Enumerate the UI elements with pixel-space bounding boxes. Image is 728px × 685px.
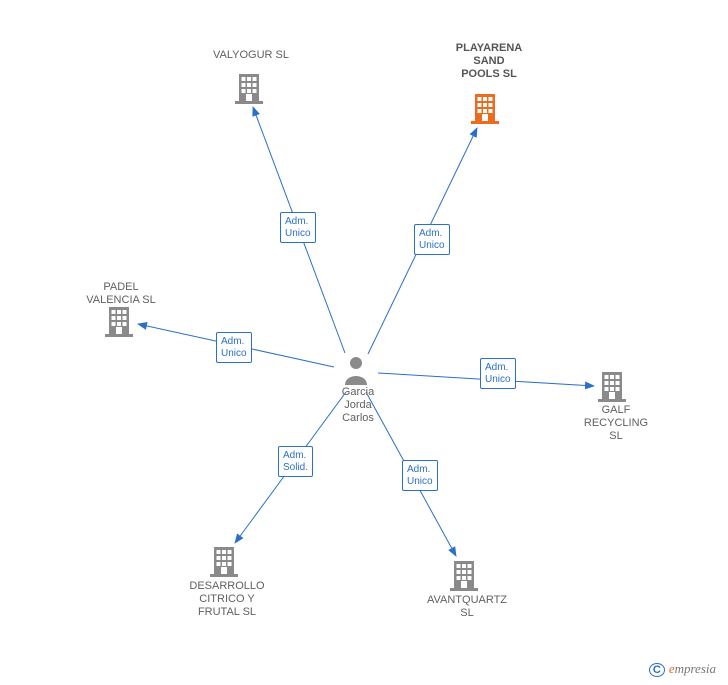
company-node-label[interactable]: DESARROLLO CITRICO Y FRUTAL SL: [184, 580, 270, 620]
copyright-symbol: C: [649, 663, 665, 677]
company-node-icon[interactable]: [598, 372, 626, 402]
person-node-label[interactable]: Garcia Jorda Carlos: [336, 386, 380, 426]
company-node-icon[interactable]: [450, 561, 478, 591]
company-node-icon[interactable]: [105, 307, 133, 337]
edge-label: Adm. Unico: [480, 358, 516, 389]
company-node-label[interactable]: VALYOGUR SL: [205, 49, 297, 62]
company-node-label[interactable]: AVANTQUARTZ SL: [422, 594, 512, 620]
company-node-icon[interactable]: [210, 547, 238, 577]
edge-label: Adm. Unico: [280, 212, 316, 243]
company-node-label[interactable]: PADEL VALENCIA SL: [80, 281, 162, 307]
person-node-icon[interactable]: [345, 357, 367, 385]
company-node-label[interactable]: PLAYARENA SAND POOLS SL: [449, 42, 529, 82]
brand-rest: mpresia: [675, 661, 716, 676]
company-node-icon[interactable]: [235, 74, 263, 104]
edge-label: Adm. Unico: [216, 332, 252, 363]
edge-label: Adm. Solid.: [278, 446, 313, 477]
edge-label: Adm. Unico: [414, 224, 450, 255]
company-node-icon[interactable]: [471, 94, 499, 124]
watermark: Cempresia: [649, 661, 716, 677]
edge-label: Adm. Unico: [402, 460, 438, 491]
company-node-label[interactable]: GALF RECYCLING SL: [581, 404, 651, 444]
network-canvas: [0, 0, 728, 685]
